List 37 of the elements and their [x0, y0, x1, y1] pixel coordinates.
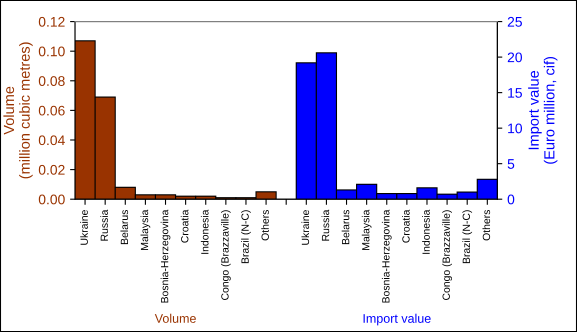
y-axis-title: Volume (million cubic metres) — [3, 42, 33, 178]
y-tick-label: 0.06 — [38, 106, 65, 116]
x-tick-label: Indonesia — [422, 210, 430, 254]
x-tick-label: Croatia — [402, 210, 410, 243]
y2-tick-label: 20 — [508, 52, 522, 62]
x-tick-label: Ukraine — [80, 210, 88, 245]
text: Import value — [364, 314, 431, 326]
y2-tick-label: 0 — [508, 194, 514, 204]
x-tick-label: Indonesia — [200, 210, 209, 254]
x-tick-label: Russia — [322, 210, 330, 241]
y-tick-label: 0.08 — [38, 76, 65, 86]
y2-tick-label: 10 — [508, 123, 522, 134]
x-tick-label: Russia — [100, 210, 108, 241]
y-tick-label: 0.12 — [38, 16, 65, 27]
y2-tick-label: 5 — [508, 159, 514, 169]
x-tick-label: Malaysia — [362, 210, 372, 250]
x-tick-label: Malaysia — [140, 210, 150, 250]
x-tick-label: Belarus — [342, 210, 350, 244]
x-tick-label: Bosnia-Herzegovina — [160, 210, 170, 303]
x-tick-label: Congo (Brazzaville) — [221, 210, 231, 300]
y-tick-label: 0.00 — [38, 194, 65, 204]
x-tick-label: Ukraine — [301, 210, 310, 245]
y-tick-label: 0.02 — [38, 164, 65, 175]
x-tick-label: Croatia — [180, 210, 188, 243]
x-tick-label: Congo (Brazzaville) — [442, 210, 452, 300]
x-tick-label: Brazil (N-C) — [241, 210, 251, 264]
x-tick-label: Belarus — [120, 210, 128, 244]
x-tick-label: Others — [482, 210, 490, 240]
y2-tick-label: 25 — [508, 16, 522, 27]
x-tick-label: Others — [261, 210, 269, 240]
x-tick-label: Bosnia-Herzegovina — [382, 210, 392, 303]
y-tick-label: 0.04 — [38, 135, 65, 146]
y2-tick-label: 15 — [508, 88, 522, 98]
y-tick-label: 0.10 — [38, 46, 65, 56]
y2-axis-title: Import value (Euro million, cif) — [528, 57, 558, 164]
text: Volume — [154, 314, 196, 323]
x-tick-label: Brazil (N-C) — [462, 210, 472, 264]
